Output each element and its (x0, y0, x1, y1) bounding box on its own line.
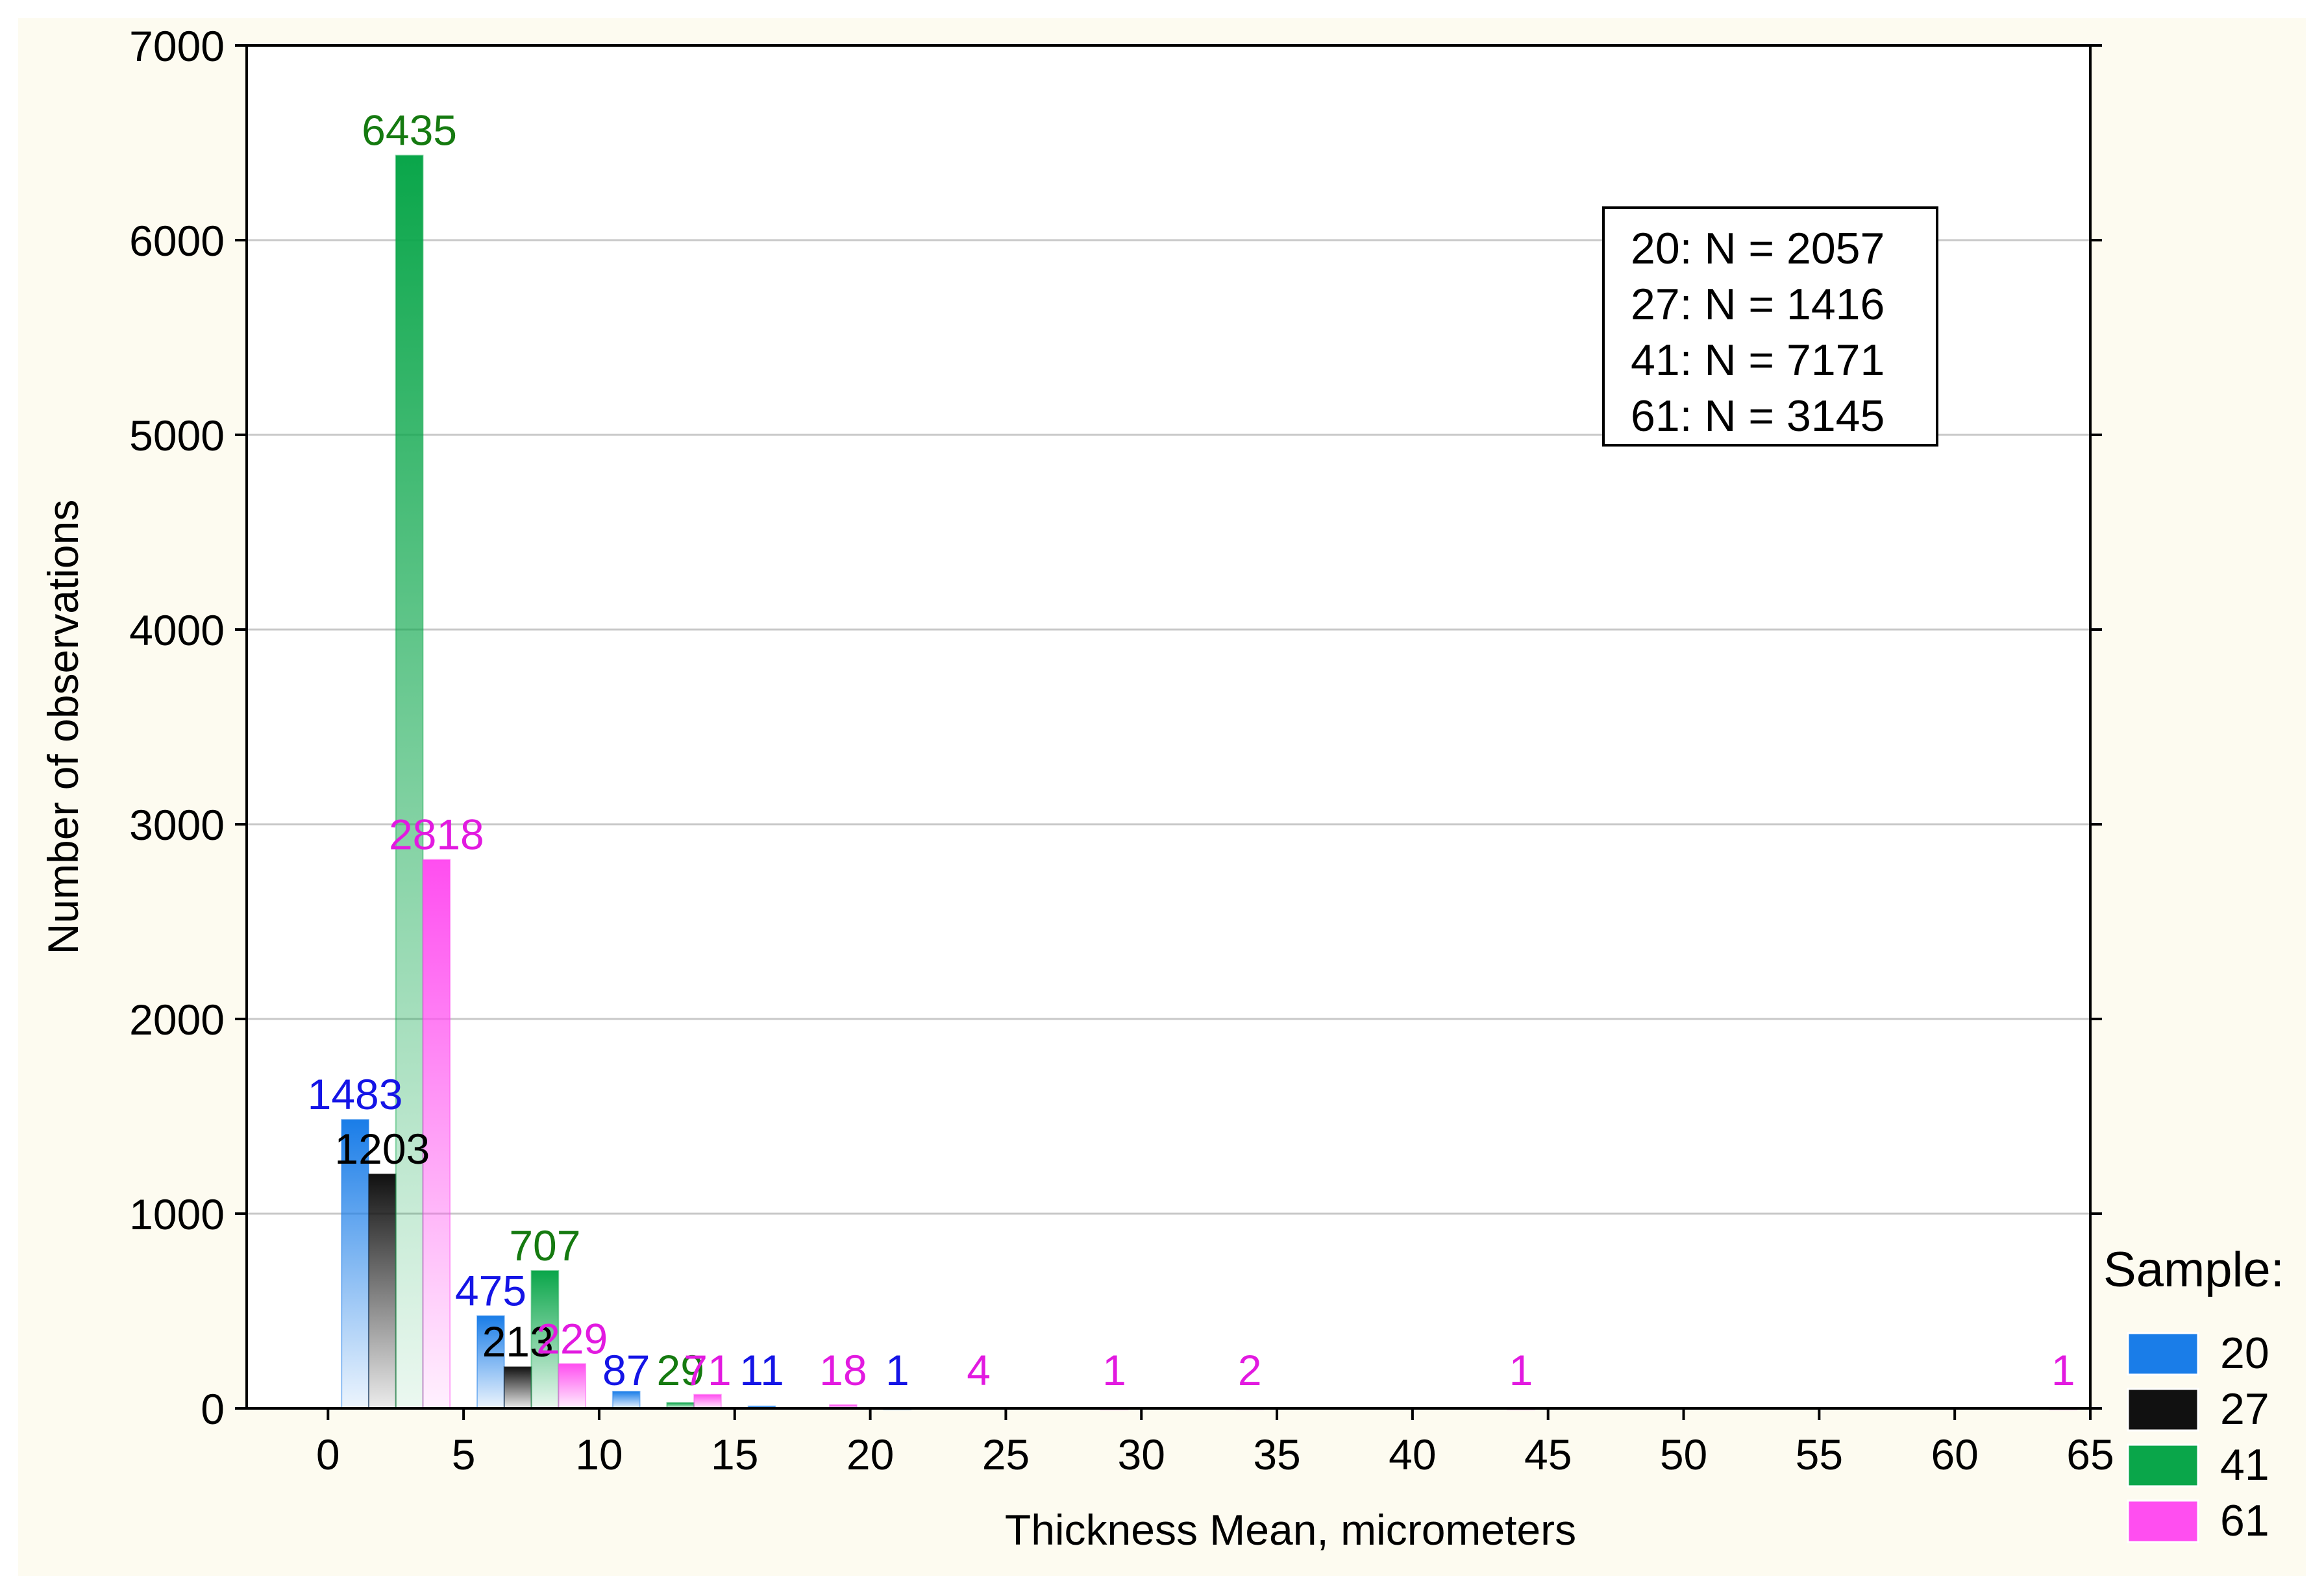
x-tick-label-10: 10 (575, 1430, 623, 1478)
legend-title: Sample: (2103, 1242, 2284, 1297)
bar-s41-bin1 (530, 1269, 560, 1410)
data-label-s61-bin6: 2 (1238, 1346, 1262, 1394)
x-tick-label-40: 40 (1389, 1430, 1436, 1478)
x-tick-label-30: 30 (1118, 1430, 1165, 1478)
bar-s20-bin2 (612, 1390, 641, 1409)
x-tick-label-65: 65 (2066, 1430, 2114, 1478)
data-label-s27-bin0: 1203 (334, 1125, 430, 1173)
x-tick-label-15: 15 (711, 1430, 758, 1478)
bar-s27-bin1 (503, 1366, 532, 1410)
x-tick-label-25: 25 (982, 1430, 1030, 1478)
x-tick-label-50: 50 (1660, 1430, 1707, 1478)
x-tick-label-5: 5 (452, 1430, 476, 1478)
axis-ticks: 0 1000 2000 3000 4000 5000 6000 7000 0 5 10 15 20 25 3… (129, 22, 2114, 1478)
legend-swatch-20 (2127, 1332, 2199, 1376)
y-axis-label: Number of observations (39, 500, 87, 955)
x-tick-label-0: 0 (316, 1430, 340, 1478)
y-tick-label-2000: 2000 (129, 996, 225, 1044)
data-label-s20-bin2: 87 (602, 1346, 650, 1394)
stats-line-20: 20: N = 2057 (1631, 224, 1885, 273)
data-label-s61-bin5: 1 (1102, 1346, 1126, 1394)
plot-border (245, 44, 2092, 1410)
legend-label-20: 20 (2220, 1329, 2269, 1378)
data-label-s41-bin0: 6435 (362, 106, 457, 154)
data-label-s61-bin12: 1 (2051, 1346, 2075, 1394)
data-label-s61-bin8: 1 (1509, 1346, 1533, 1394)
legend-label-41: 41 (2220, 1440, 2269, 1490)
legend-label-27: 27 (2220, 1384, 2269, 1434)
x-tick-label-45: 45 (1524, 1430, 1572, 1478)
data-label-s61-bin2: 71 (684, 1346, 731, 1394)
data-label-s27-bin1: 213 (482, 1318, 554, 1366)
y-tick-label-7000: 7000 (129, 22, 225, 70)
y-tick-label-3000: 3000 (129, 801, 225, 849)
stats-line-27: 27: N = 1416 (1631, 280, 1885, 329)
x-tick-label-35: 35 (1253, 1430, 1300, 1478)
chart-frame: 0 1000 2000 3000 4000 5000 6000 7000 0 5 10 15 20 25 3… (18, 18, 2306, 1576)
data-label-s20-bin0: 1483 (308, 1070, 403, 1118)
data-label-s20-bin1: 475 (455, 1267, 526, 1315)
stats-box-frame (1602, 206, 1938, 447)
data-label-s41-bin2: 29 (657, 1346, 704, 1394)
data-label-s61-bin0: 2818 (389, 811, 484, 859)
data-label-s61-bin4: 4 (967, 1346, 991, 1394)
y-tick-label-6000: 6000 (129, 217, 225, 265)
bar-s61-bin2 (693, 1393, 722, 1409)
data-label-s20-bin3: 11 (739, 1346, 784, 1394)
legend-swatch-41 (2127, 1443, 2199, 1488)
data-label-s20-bin4: 1 (885, 1346, 909, 1394)
x-tick-label-60: 60 (1931, 1430, 1978, 1478)
stats-line-61: 61: N = 3145 (1631, 391, 1885, 441)
legend: Sample: 20 27 41 61 (2103, 1242, 2284, 1545)
histogram-chart: 0 1000 2000 3000 4000 5000 6000 7000 0 5 10 15 20 25 3… (39, 22, 2284, 1554)
legend-swatch-27 (2127, 1388, 2199, 1432)
x-axis-label: Thickness Mean, micrometers (1005, 1506, 1576, 1554)
data-label-s41-bin1: 707 (509, 1221, 580, 1269)
bar-s61-bin1 (558, 1363, 587, 1410)
y-tick-label-5000: 5000 (129, 411, 225, 460)
bars-group (341, 154, 2078, 1410)
bar-s41-bin0 (395, 154, 424, 1409)
x-tick-label-55: 55 (1796, 1430, 1843, 1478)
data-label-s61-bin3: 18 (819, 1346, 867, 1394)
stats-box: 20: N = 2057 27: N = 1416 41: N = 7171 6… (1602, 206, 1938, 447)
bar-s27-bin0 (367, 1173, 397, 1409)
y-tick-label-0: 0 (201, 1385, 225, 1433)
x-tick-label-20: 20 (847, 1430, 894, 1478)
data-label-s61-bin1: 229 (536, 1314, 608, 1362)
legend-swatch-61 (2127, 1499, 2199, 1543)
legend-label-61: 61 (2220, 1496, 2269, 1545)
y-tick-label-1000: 1000 (129, 1190, 225, 1238)
stats-line-41: 41: N = 7171 (1631, 336, 1885, 385)
y-tick-label-4000: 4000 (129, 606, 225, 654)
